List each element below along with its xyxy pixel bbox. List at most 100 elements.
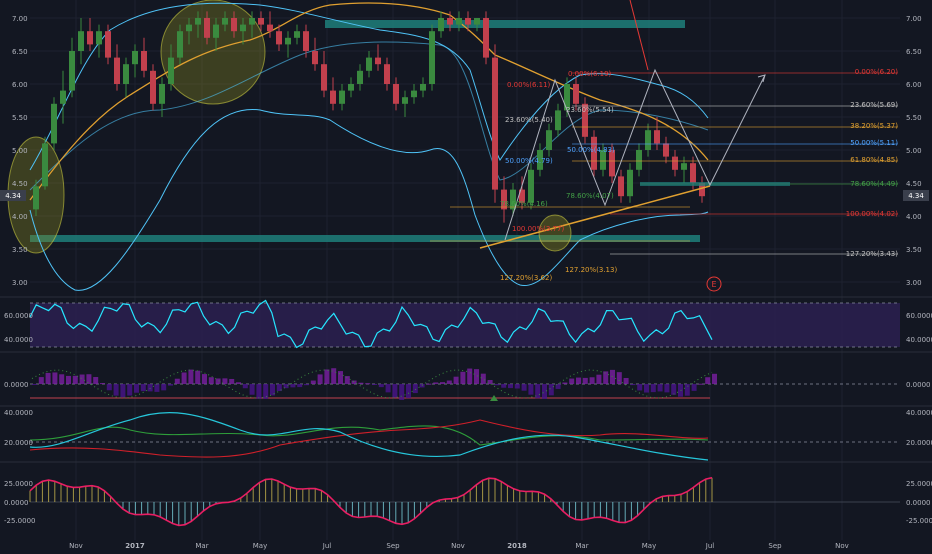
candle-body bbox=[33, 186, 39, 210]
fib-label-set2: 0.00%(6.19) bbox=[568, 70, 612, 78]
candle-body bbox=[249, 18, 255, 25]
price-tick-right: 7.00 bbox=[906, 15, 922, 23]
macd-bar bbox=[263, 384, 269, 399]
bollinger-bands bbox=[29, 2, 709, 291]
current-price-right: 4.34 bbox=[908, 192, 924, 200]
macd-bar bbox=[385, 384, 391, 393]
fib-label-set1: 0.00%(6.20) bbox=[855, 68, 899, 76]
candle-body bbox=[159, 84, 165, 104]
macd-bar bbox=[113, 384, 119, 396]
rsi-tick-40-left: 40.0000 bbox=[4, 336, 33, 344]
candle-body bbox=[582, 103, 588, 137]
macd-bar bbox=[474, 369, 479, 384]
candle-body bbox=[51, 103, 57, 144]
candle-body bbox=[96, 31, 102, 45]
dmi-tick-40-right: 40.0000 bbox=[906, 409, 932, 417]
macd-bar bbox=[188, 369, 194, 384]
macd-bar bbox=[480, 373, 486, 384]
candle-body bbox=[141, 51, 147, 71]
earnings-marker[interactable] bbox=[706, 276, 722, 292]
macd-bar bbox=[256, 384, 262, 399]
trendline-support bbox=[479, 185, 711, 249]
macd-bar bbox=[555, 384, 561, 389]
candle-body bbox=[285, 37, 291, 45]
candle-body bbox=[663, 143, 669, 157]
candle-body bbox=[438, 18, 444, 32]
macd-bar bbox=[249, 384, 255, 395]
macd-bar bbox=[181, 372, 187, 384]
macd-bar bbox=[147, 384, 153, 392]
red-down-line bbox=[629, 0, 649, 71]
time-tick: Sep bbox=[386, 542, 400, 550]
dmi-tick-40-left: 40.0000 bbox=[4, 409, 33, 417]
macd-bar bbox=[542, 384, 547, 399]
dmi-panel[interactable]: 40.0000 20.0000 40.0000 20.0000 bbox=[4, 409, 932, 461]
price-tick-left: 4.00 bbox=[12, 213, 28, 221]
candle-body bbox=[366, 57, 372, 71]
candle-body bbox=[528, 169, 534, 203]
macd-bar bbox=[174, 378, 180, 384]
candle-body bbox=[699, 183, 705, 197]
macd-bar bbox=[487, 380, 493, 384]
macd-bar bbox=[202, 374, 207, 384]
rsi-series bbox=[29, 299, 713, 349]
time-tick: Sep bbox=[768, 542, 782, 550]
dmi-tick-20-right: 20.0000 bbox=[906, 439, 932, 447]
candle-body bbox=[411, 90, 417, 98]
macd-bar bbox=[392, 384, 398, 398]
macd-bar bbox=[120, 384, 126, 398]
fib-label-set2: 127.20%(3.13) bbox=[565, 266, 617, 274]
macd-bar bbox=[569, 378, 575, 384]
adx-line bbox=[29, 411, 709, 461]
moving-average bbox=[29, 2, 709, 201]
price-tick-left: 6.50 bbox=[12, 48, 28, 56]
macd-bar bbox=[215, 378, 221, 384]
macd-bar bbox=[283, 384, 289, 389]
rsi-tick-60-left: 60.0000 bbox=[4, 312, 33, 320]
earnings-marker-label: E bbox=[711, 280, 716, 289]
fib-label-set1: 50.00%(5.11) bbox=[850, 139, 898, 147]
candle-body bbox=[510, 189, 516, 210]
macd-bar bbox=[236, 382, 241, 384]
price-tick-right: 4.00 bbox=[906, 213, 922, 221]
macd-bar bbox=[161, 384, 167, 391]
macd-bar bbox=[644, 384, 649, 393]
candle-body bbox=[150, 70, 156, 104]
macd-bar bbox=[372, 384, 377, 385]
macd-bar bbox=[521, 384, 527, 391]
candle-body bbox=[456, 18, 462, 25]
macd-bar bbox=[535, 384, 541, 399]
candle-body bbox=[537, 150, 543, 170]
macd-panel[interactable]: 0.0000 0.0000 bbox=[4, 368, 931, 401]
candle-body bbox=[87, 31, 93, 45]
macd-bar bbox=[712, 373, 717, 384]
candle-body bbox=[258, 18, 264, 25]
rsi-panel[interactable]: 60.0000 40.0000 60.0000 40.0000 bbox=[4, 299, 932, 349]
fib-label-set2: 23.60%(5.54) bbox=[566, 106, 614, 114]
bb-basis bbox=[29, 41, 709, 191]
dmi-plus bbox=[29, 425, 709, 446]
macd-bar bbox=[705, 377, 711, 384]
price-panel[interactable]: 0.00%(6.20) 23.60%(5.69) 38.20%(5.37) 50.00… bbox=[7, 0, 898, 292]
macd-bar bbox=[66, 375, 71, 384]
price-tick-right: 3.50 bbox=[906, 246, 922, 254]
fib-label-set2: 78.60%(4.07) bbox=[566, 192, 614, 200]
fib-label-set3: 100.00%(3.77) bbox=[512, 225, 564, 233]
time-tick: Mar bbox=[195, 542, 208, 550]
support-zone-bottom bbox=[30, 235, 700, 242]
macd-bar bbox=[358, 382, 364, 384]
macd-bar bbox=[514, 384, 520, 389]
macd-bar bbox=[433, 382, 439, 384]
macd-bar bbox=[603, 371, 609, 384]
macd-bar bbox=[317, 374, 323, 384]
candle-body bbox=[375, 57, 381, 65]
macd-bar bbox=[242, 384, 248, 389]
macd-bar bbox=[630, 384, 636, 386]
price-tick-left: 6.00 bbox=[12, 81, 28, 89]
oscillator-panel[interactable]: 25.0000 0.0000 -25.0000 25.0000 0.0000 -… bbox=[4, 476, 932, 527]
macd-bar bbox=[664, 384, 670, 393]
fibonacci-labels: 0.00%(6.20) 23.60%(5.69) 38.20%(5.37) 50.00… bbox=[500, 68, 898, 282]
zigzag-projection bbox=[504, 68, 766, 241]
oscillator-series bbox=[29, 476, 713, 527]
